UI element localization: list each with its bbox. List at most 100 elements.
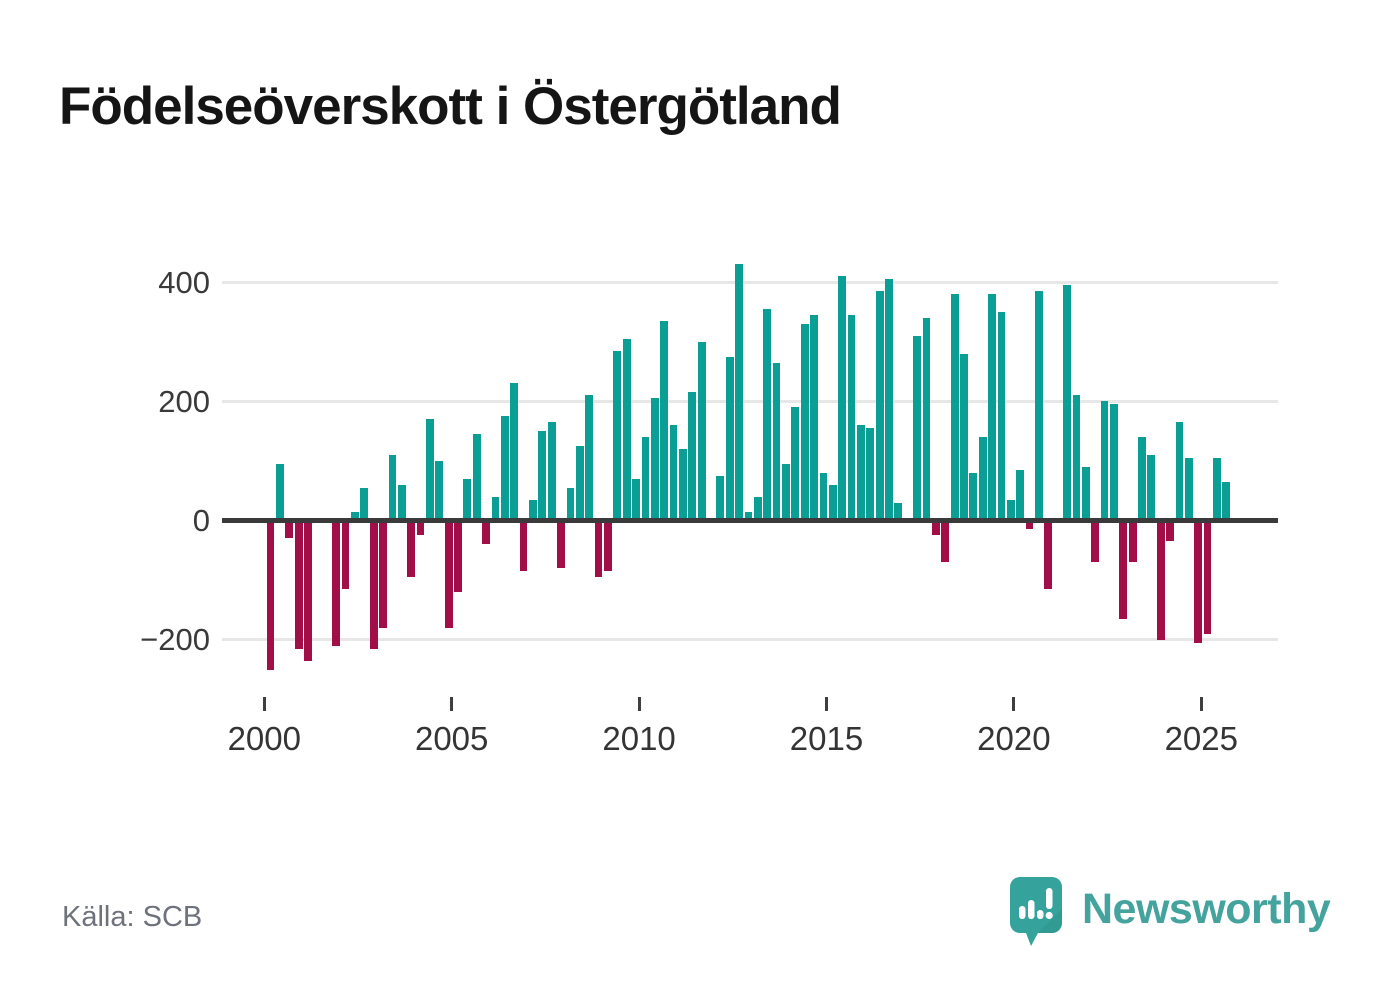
bar-2012Q4 — [744, 511, 753, 521]
bar-2010Q1 — [641, 437, 650, 521]
bar-2002Q1 — [341, 520, 350, 590]
bar-2024Q3 — [1184, 457, 1193, 521]
bar-2025Q1 — [1203, 520, 1212, 634]
bar-2019Q1 — [978, 437, 987, 521]
bar-2003Q3 — [397, 484, 406, 521]
bar-2000Q4 — [294, 520, 303, 649]
x-tick-2005 — [450, 697, 454, 711]
gridline-200 — [222, 399, 1278, 403]
newsworthy-wordmark: Newsworthy — [1082, 885, 1331, 933]
bar-2003Q1 — [379, 520, 387, 628]
source-caption: Källa: SCB — [62, 901, 203, 933]
bar-2005Q2 — [463, 478, 472, 521]
bar-2003Q2 — [388, 454, 397, 521]
bar-2016Q1 — [866, 428, 875, 521]
bar-2022Q3 — [1110, 404, 1118, 521]
zero-baseline — [222, 518, 1278, 523]
bar-2024Q1 — [1166, 520, 1175, 542]
bar-2018Q4 — [969, 472, 978, 521]
bar-2018Q3 — [960, 353, 968, 521]
newsworthy-bubble-icon — [1010, 877, 1062, 946]
bar-2023Q3 — [1147, 454, 1156, 521]
bar-2018Q1 — [941, 520, 950, 563]
bar-2024Q4 — [1194, 520, 1203, 643]
bar-2009Q2 — [613, 350, 622, 521]
bar-2010Q2 — [650, 398, 659, 521]
bar-2023Q1 — [1128, 520, 1137, 563]
bar-2009Q1 — [604, 520, 612, 572]
x-tick-label: 2025 — [1164, 720, 1238, 757]
page-title: Födelseöverskott i Östergötland — [59, 77, 842, 136]
bar-2015Q1 — [828, 484, 837, 521]
newsworthy-logo: Newsworthy — [1010, 877, 1331, 947]
bar-2025Q2 — [1213, 457, 1221, 521]
bar-2013Q1 — [753, 496, 762, 521]
bar-2002Q4 — [369, 520, 378, 649]
bar-2010Q3 — [660, 320, 669, 521]
bar-2008Q2 — [575, 446, 584, 521]
bar-2016Q3 — [885, 279, 893, 521]
bar-2000Q1 — [266, 520, 275, 670]
gridline-400 — [222, 280, 1278, 284]
bar-2009Q4 — [632, 478, 640, 521]
bar-2004Q4 — [444, 520, 453, 628]
bar-2013Q2 — [763, 308, 772, 521]
bar-2023Q4 — [1156, 520, 1165, 640]
x-tick-label: 2010 — [602, 720, 676, 757]
bar-2001Q4 — [332, 520, 341, 646]
bar-2022Q2 — [1100, 401, 1109, 521]
bar-2011Q3 — [697, 341, 706, 521]
bar-2015Q3 — [847, 314, 856, 521]
y-tick-label: 400 — [158, 264, 210, 300]
bar-2014Q2 — [800, 323, 809, 521]
bar-2007Q1 — [529, 499, 537, 521]
bar-2021Q4 — [1081, 466, 1090, 521]
bar-2005Q4 — [482, 520, 490, 545]
y-tick-label: −200 — [140, 622, 210, 658]
bar-2017Q4 — [931, 520, 940, 536]
bar-2022Q4 — [1119, 520, 1128, 619]
bar-2008Q1 — [566, 487, 575, 521]
bar-2006Q2 — [500, 416, 509, 521]
x-tick-2000 — [262, 697, 266, 711]
y-tick-label: 200 — [158, 383, 210, 419]
x-tick-2025 — [1199, 697, 1203, 711]
bar-2016Q2 — [875, 291, 884, 521]
bar-2021Q3 — [1072, 395, 1081, 521]
x-tick-label: 2005 — [414, 720, 489, 757]
x-tick-label: 2020 — [977, 720, 1051, 757]
x-tick-2010 — [637, 697, 641, 711]
bar-2014Q3 — [810, 314, 818, 521]
bar-2004Q1 — [416, 520, 425, 536]
bar-2016Q4 — [894, 502, 903, 521]
bar-2006Q4 — [519, 520, 528, 572]
bar-2007Q3 — [547, 422, 556, 521]
bar-2024Q2 — [1175, 422, 1184, 521]
bar-2012Q2 — [725, 356, 734, 521]
bar-2020Q2 — [1025, 520, 1034, 530]
bar-2013Q4 — [782, 463, 790, 521]
bar-2007Q4 — [557, 520, 565, 569]
x-tick-2020 — [1012, 697, 1016, 711]
bar-2019Q4 — [1006, 499, 1015, 521]
bar-2003Q4 — [407, 520, 416, 578]
bar-2012Q3 — [735, 264, 743, 521]
bar-2011Q2 — [688, 392, 697, 521]
bar-2007Q2 — [538, 431, 547, 521]
x-tick-label: 2000 — [227, 720, 301, 757]
bar-2011Q1 — [678, 448, 687, 521]
bar-2017Q2 — [913, 335, 922, 521]
bar-2013Q3 — [772, 362, 781, 521]
bar-2010Q4 — [669, 425, 678, 521]
bar-2019Q3 — [997, 311, 1006, 521]
y-tick-label: 0 — [192, 503, 210, 538]
bar-2014Q4 — [819, 472, 828, 521]
bar-2005Q3 — [472, 434, 481, 521]
bar-2000Q2 — [276, 463, 284, 521]
bar-2020Q3 — [1035, 291, 1043, 521]
bar-2022Q1 — [1091, 520, 1100, 563]
bar-2015Q4 — [857, 425, 865, 521]
bar-2004Q2 — [425, 419, 434, 521]
